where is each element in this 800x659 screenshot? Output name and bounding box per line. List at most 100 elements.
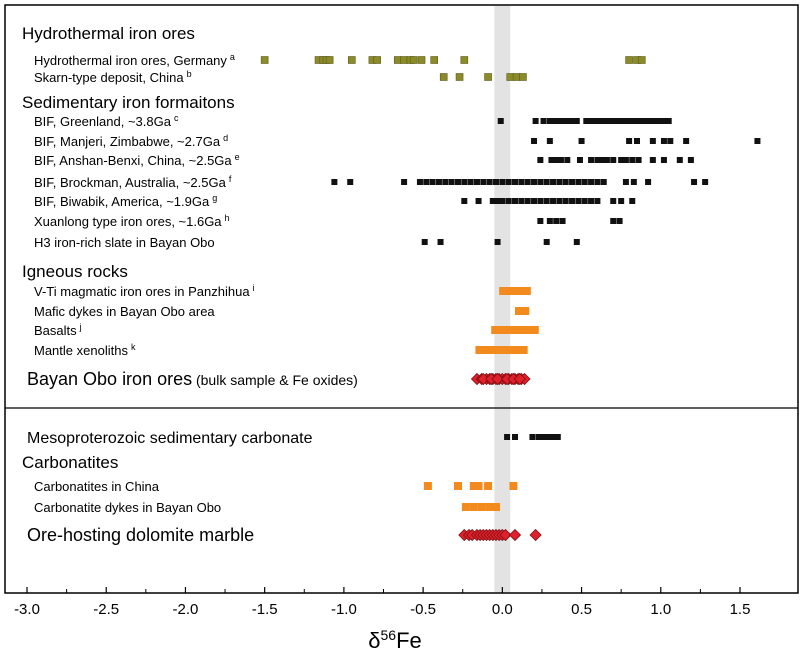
data-point bbox=[543, 239, 550, 245]
data-point bbox=[461, 503, 470, 511]
data-point bbox=[603, 157, 610, 163]
data-point bbox=[455, 73, 464, 81]
series-label: Skarn-type deposit, China b bbox=[34, 69, 192, 85]
x-tick-label: 0.0 bbox=[492, 601, 513, 618]
data-point bbox=[600, 118, 607, 124]
x-axis-label-base: δ bbox=[368, 628, 380, 653]
data-point bbox=[626, 118, 633, 124]
series-label-note: (bulk sample & Fe oxides) bbox=[192, 372, 358, 388]
data-point bbox=[467, 179, 474, 185]
data-point bbox=[512, 198, 519, 204]
data-point bbox=[484, 482, 493, 490]
series-label-text: BIF, Greenland, ~3.8Ga bbox=[34, 114, 172, 129]
data-point bbox=[531, 179, 538, 185]
data-point bbox=[634, 138, 641, 144]
series-label-ref: e bbox=[235, 152, 240, 162]
data-point bbox=[543, 198, 550, 204]
data-point bbox=[469, 482, 478, 490]
data-point bbox=[581, 179, 588, 185]
data-point bbox=[575, 179, 582, 185]
data-point bbox=[435, 179, 442, 185]
data-point bbox=[512, 73, 521, 81]
data-point bbox=[610, 198, 617, 204]
data-point bbox=[453, 482, 462, 490]
series-label-ref: c bbox=[174, 113, 179, 123]
series-label-text: BIF, Anshan-Benxi, China, ~2.5Ga bbox=[34, 153, 232, 168]
series-label: BIF, Anshan-Benxi, China, ~2.5Ga e bbox=[34, 152, 240, 168]
data-point bbox=[603, 118, 610, 124]
series-label-text: Hydrothermal iron ores, Germany bbox=[34, 53, 227, 68]
x-tick-label: 1.0 bbox=[650, 601, 671, 618]
data-point bbox=[667, 138, 674, 144]
data-point bbox=[373, 56, 381, 64]
data-point bbox=[599, 157, 606, 163]
data-point bbox=[616, 218, 623, 224]
data-point bbox=[484, 73, 492, 81]
series-label: Mesoproterozoic sedimentary carbonate bbox=[27, 430, 313, 447]
data-point bbox=[591, 118, 598, 124]
data-point bbox=[550, 179, 557, 185]
data-point bbox=[546, 138, 553, 144]
data-point bbox=[645, 118, 652, 124]
data-point bbox=[651, 118, 658, 124]
data-point bbox=[629, 118, 636, 124]
data-point bbox=[477, 372, 490, 386]
data-point bbox=[505, 179, 512, 185]
data-point bbox=[616, 118, 623, 124]
data-point bbox=[519, 73, 527, 81]
x-tick-label: 0.5 bbox=[571, 601, 592, 618]
data-point bbox=[331, 179, 338, 185]
data-point bbox=[625, 56, 633, 64]
data-point bbox=[594, 179, 601, 185]
x-tick-label: -3.0 bbox=[14, 601, 40, 618]
data-point bbox=[475, 198, 482, 204]
data-point bbox=[442, 179, 449, 185]
data-point bbox=[594, 157, 601, 163]
data-point bbox=[635, 157, 642, 163]
data-point bbox=[393, 56, 402, 64]
data-point bbox=[654, 118, 661, 124]
data-point bbox=[535, 434, 542, 440]
data-point bbox=[573, 239, 580, 245]
series-label: Basalts j bbox=[34, 322, 82, 338]
data-point bbox=[632, 118, 639, 124]
plot-frame bbox=[4, 4, 799, 594]
group-header: Sedimentary iron formaitons bbox=[22, 93, 235, 112]
data-point bbox=[610, 218, 617, 224]
data-point bbox=[513, 372, 526, 386]
series-label-text: BIF, Brockman, Australia, ~2.5Ga bbox=[34, 175, 227, 190]
data-point bbox=[691, 179, 698, 185]
data-point bbox=[622, 179, 629, 185]
data-point bbox=[417, 56, 426, 64]
series-label-ref: b bbox=[187, 69, 192, 79]
data-point bbox=[518, 179, 525, 185]
series-label: V-Ti magmatic iron ores in Panzhihua i bbox=[34, 283, 255, 299]
series-label-ref: a bbox=[230, 52, 235, 62]
data-point bbox=[480, 179, 487, 185]
data-point bbox=[597, 118, 604, 124]
series-label: Xuanlong type iron ores, ~1.6Ga h bbox=[34, 213, 230, 229]
x-axis-label-tail: Fe bbox=[396, 628, 422, 653]
data-point bbox=[594, 118, 601, 124]
data-point bbox=[543, 179, 550, 185]
series-label-text: Carbonatite dykes in Bayan Obo bbox=[34, 500, 221, 515]
data-point bbox=[618, 157, 625, 163]
group-header: Carbonatites bbox=[22, 453, 118, 472]
group-header: Igneous rocks bbox=[22, 262, 128, 281]
data-point bbox=[569, 179, 576, 185]
series-label: Ore-hosting dolomite marble bbox=[27, 525, 254, 545]
series-label: BIF, Greenland, ~3.8Ga c bbox=[34, 113, 179, 129]
series-label: BIF, Manjeri, Zimbabwe, ~2.7Ga d bbox=[34, 133, 228, 149]
data-point bbox=[550, 434, 557, 440]
data-point bbox=[610, 118, 617, 124]
data-point bbox=[562, 179, 569, 185]
data-point bbox=[583, 118, 590, 124]
data-point bbox=[423, 179, 430, 185]
series-label-text: Basalts bbox=[34, 323, 77, 338]
data-point bbox=[578, 138, 585, 144]
series-label: Mafic dykes in Bayan Obo area bbox=[34, 304, 215, 319]
data-point bbox=[754, 138, 761, 144]
range-bar bbox=[499, 287, 531, 295]
data-point bbox=[485, 503, 494, 511]
data-point bbox=[588, 179, 595, 185]
